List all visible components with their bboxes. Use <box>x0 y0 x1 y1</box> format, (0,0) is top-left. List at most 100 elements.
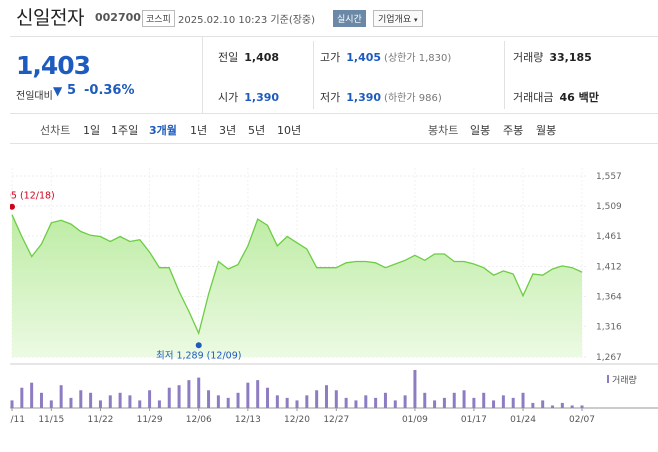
tab-3m[interactable]: 3개월 <box>149 124 177 137</box>
tab-10y[interactable]: 10년 <box>277 124 302 137</box>
volume-bar <box>354 400 358 408</box>
low-cell: 저가 1,390 (하한가 986) <box>320 89 442 105</box>
y-tick-label: 1,267 <box>596 353 622 363</box>
open-cell: 시가 1,390 <box>218 89 279 105</box>
volume-legend-label: 거래량 <box>612 374 637 386</box>
tab-monthly[interactable]: 월봉 <box>536 124 557 137</box>
volume-bar <box>560 402 564 408</box>
volume-bar <box>551 405 555 408</box>
volume-bar <box>207 390 211 408</box>
volume-bar <box>59 385 63 408</box>
amount-label: 거래대금 <box>513 91 554 104</box>
volume-bar <box>315 390 319 408</box>
volume-bar <box>285 397 289 408</box>
volume-bar <box>226 397 230 408</box>
volume-bar <box>118 392 122 408</box>
volume-bar <box>89 392 93 408</box>
volume-bar <box>236 392 240 408</box>
volume-bar <box>472 397 476 408</box>
volume-bar <box>69 397 73 408</box>
current-price: 1,403 <box>16 51 91 80</box>
price-box: 1,403 전일대비 ▼ 5 -0.36% <box>10 37 203 113</box>
quote-timestamp: 2025.02.10 10:23 기준(장중) <box>178 15 316 26</box>
down-arrow-icon: ▼ <box>53 84 63 98</box>
volume-value: 33,185 <box>549 51 592 64</box>
low-label: 저가 <box>320 91 341 104</box>
chevron-down-icon: ▾ <box>414 16 418 24</box>
volume-bar <box>138 400 142 408</box>
prev-close-value: 1,408 <box>244 51 280 64</box>
lower-limit: (하한가 986) <box>384 93 442 104</box>
volume-bar <box>79 390 83 408</box>
tab-5y[interactable]: 5년 <box>248 124 266 137</box>
high-cell: 고가 1,405 (상한가 1,830) <box>320 49 451 65</box>
price-line <box>11 214 583 336</box>
low-marker <box>195 342 202 349</box>
x-tick-label: 11/29 <box>137 415 163 425</box>
divider <box>313 41 314 109</box>
volume-bar <box>501 395 505 408</box>
prev-close-label: 전일 <box>218 51 239 64</box>
volume-cell: 거래량 33,185 <box>513 49 592 65</box>
volume-bar <box>305 395 309 408</box>
volume-bar <box>157 400 161 408</box>
high-value: 1,405 <box>346 51 382 64</box>
volume-bar <box>492 400 496 408</box>
open-value: 1,390 <box>244 91 280 104</box>
divider <box>504 41 505 109</box>
low-value: 1,390 <box>346 91 382 104</box>
y-tick-label: 1,461 <box>596 232 622 242</box>
amount-value: 46 백만 <box>559 91 599 104</box>
tab-1d[interactable]: 1일 <box>83 124 101 137</box>
y-tick-label: 1,364 <box>596 292 622 302</box>
volume-bar <box>108 395 112 408</box>
x-tick-label: 12/06 <box>186 415 212 425</box>
volume-bar <box>482 392 486 408</box>
company-overview-dropdown[interactable]: 기업개요 ▾ <box>373 10 423 27</box>
realtime-button[interactable]: 실시간 <box>333 10 366 27</box>
chart-tabs: 선차트 1일 1주일 3개월 1년 3년 5년 10년 봉차트 일봉 주봉 월봉 <box>10 114 658 144</box>
change-value: 5 <box>67 83 77 98</box>
x-tick-label: 01/17 <box>461 415 487 425</box>
volume-bar <box>128 395 132 408</box>
candle-chart-label: 봉차트 <box>428 124 459 137</box>
volume-bar <box>256 380 260 408</box>
line-chart-label: 선차트 <box>40 124 71 137</box>
volume-bar <box>324 385 328 408</box>
volume-bar <box>413 370 417 408</box>
x-tick-label: 11/11 <box>10 415 25 425</box>
quote-panel: 1,403 전일대비 ▼ 5 -0.36% 전일 1,408 시가 1,390 고가… <box>10 36 658 114</box>
price-area <box>12 214 582 357</box>
volume-bar <box>167 387 171 408</box>
volume-bar <box>570 405 574 408</box>
x-tick-label: 12/27 <box>323 415 349 425</box>
x-tick-label: 12/20 <box>284 415 310 425</box>
volume-bar <box>344 397 348 408</box>
stock-name: 신일전자 <box>16 7 84 29</box>
volume-bar <box>197 377 201 408</box>
volume-bar <box>266 387 270 408</box>
volume-bar <box>187 380 191 408</box>
y-tick-label: 1,557 <box>596 172 622 182</box>
high-label: 최고 1,505 (12/18) <box>10 191 55 202</box>
y-tick-label: 1,412 <box>596 263 622 273</box>
volume-bar <box>541 400 545 408</box>
tab-1y[interactable]: 1년 <box>190 124 208 137</box>
volume-bar <box>39 392 43 408</box>
price-chart: 1,267 1,316 1,364 1,412 1,461 1,509 1,557 최고 1,… <box>0 144 658 452</box>
volume-bar <box>275 395 279 408</box>
stock-header: 신일전자 002700 코스피 2025.02.10 10:23 기준(장중) … <box>0 0 658 36</box>
volume-bar <box>10 400 14 408</box>
tab-weekly[interactable]: 주봉 <box>503 124 524 137</box>
tab-3y[interactable]: 3년 <box>219 124 237 137</box>
volume-bar <box>393 400 397 408</box>
low-label: 최저 1,289 (12/09) <box>156 350 242 361</box>
x-tick-label: 12/13 <box>235 415 261 425</box>
volume-bar <box>452 392 456 408</box>
volume-bar <box>334 390 338 408</box>
x-tick-label: 01/09 <box>402 415 428 425</box>
tab-1w[interactable]: 1주일 <box>111 124 139 137</box>
change-label: 전일대비 <box>16 91 53 102</box>
y-tick-label: 1,316 <box>596 322 622 332</box>
tab-daily[interactable]: 일봉 <box>470 124 491 137</box>
